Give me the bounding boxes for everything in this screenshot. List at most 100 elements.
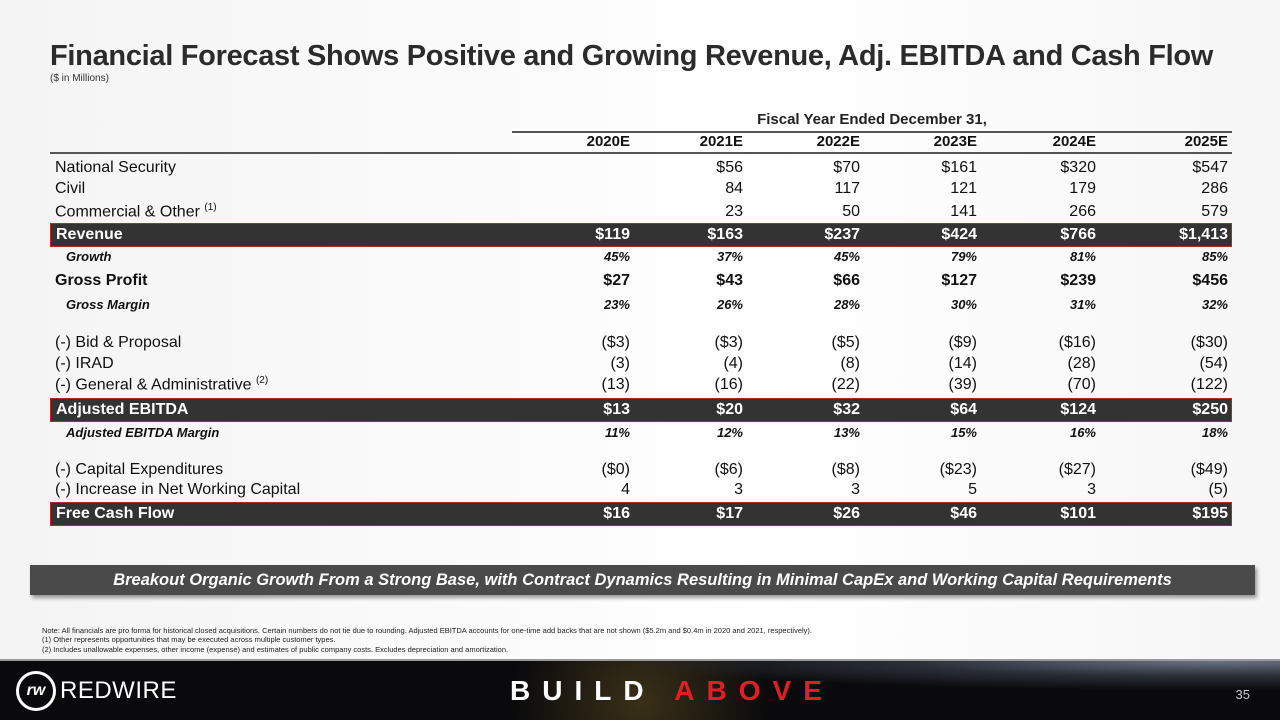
- table-row: (-) Increase in Net Working Capital 4 3 3 5 3…: [50, 479, 1232, 501]
- cell-value: (54): [1199, 355, 1228, 372]
- cell-value: $32: [833, 401, 860, 418]
- year-header: 2020E: [586, 132, 630, 150]
- cell-value: 266: [1069, 203, 1096, 220]
- cell-value: $119: [595, 226, 630, 243]
- cell-value: 4: [621, 481, 630, 498]
- tagline: BUILD ABOVE: [510, 675, 834, 706]
- cell-value: $43: [716, 272, 743, 289]
- year-header: 2024E: [1052, 132, 1096, 150]
- row-label: Gross Margin: [66, 296, 150, 312]
- table-row: Adjusted EBITDA Margin 11% 12% 13% 15% 16% 18%: [50, 421, 1232, 443]
- cell-value: (122): [1190, 376, 1228, 393]
- cell-value: $27: [603, 272, 630, 289]
- cell-value: 50: [842, 203, 860, 220]
- cell-value: $239: [1060, 272, 1096, 289]
- cell-value: ($3): [601, 334, 630, 351]
- row-label: Commercial & Other (1): [55, 202, 217, 221]
- cell-value: 3: [734, 481, 743, 498]
- cell-value: 3: [851, 481, 860, 498]
- cell-value: ($9): [948, 334, 977, 351]
- cell-value: 117: [834, 180, 860, 197]
- row-label: Growth: [66, 248, 112, 264]
- cell-value: 579: [1201, 203, 1228, 220]
- table-row: Civil 84 117 121 179 286: [50, 178, 1232, 200]
- cell-value: 32%: [1201, 296, 1228, 312]
- slide-subtitle: ($ in Millions): [50, 73, 109, 84]
- cell-value: $424: [941, 226, 977, 243]
- cell-value: (14): [948, 355, 977, 372]
- cell-value: 81%: [1069, 248, 1096, 264]
- cell-value: 45%: [833, 248, 860, 264]
- cell-value: 45%: [603, 248, 630, 264]
- year-header-row: 2020E 2021E 2022E 2023E 2024E 2025E: [50, 130, 1232, 152]
- cell-value: $127: [941, 272, 977, 289]
- cell-value: (5): [1208, 481, 1228, 498]
- table-row: Gross Profit $27 $43 $66 $127 $239 $456: [50, 270, 1232, 292]
- footnote-ref: (2): [255, 375, 269, 387]
- cell-value: $56: [716, 159, 743, 176]
- cell-value: 5: [968, 481, 977, 498]
- cell-value: 23%: [603, 296, 630, 312]
- row-label: (-) Capital Expenditures: [55, 461, 224, 478]
- row-label: Adjusted EBITDA Margin: [66, 424, 220, 440]
- cell-value: $66: [833, 272, 860, 289]
- year-header: 2022E: [816, 132, 860, 150]
- cell-value: 84: [725, 180, 743, 197]
- cell-value: 28%: [833, 296, 860, 312]
- cell-value: $250: [1192, 401, 1228, 418]
- year-header: 2021E: [699, 132, 743, 150]
- table-row: Commercial & Other (1) 23 50 141 266 579: [50, 201, 1232, 223]
- cell-value: $13: [603, 401, 630, 418]
- cell-value: $26: [833, 505, 860, 522]
- cell-value: 85%: [1201, 248, 1228, 264]
- row-label: (-) IRAD: [55, 355, 114, 372]
- cell-value: ($6): [714, 461, 743, 478]
- cell-value: (28): [1067, 355, 1096, 372]
- cell-value: $124: [1060, 401, 1096, 418]
- row-label: (-) General & Administrative (2): [55, 375, 269, 394]
- table-row: National Security $56 $70 $161 $320 $547: [50, 157, 1232, 179]
- note: Note: All financials are pro forma for h…: [42, 626, 813, 635]
- footnotes: Note: All financials are pro forma for h…: [42, 626, 812, 654]
- table-row: Adjusted EBITDA $13 $20 $32 $64 $124 $250: [50, 398, 1232, 422]
- cell-value: 23: [725, 203, 743, 220]
- cell-value: 30%: [950, 296, 977, 312]
- cell-value: $64: [950, 401, 977, 418]
- cell-value: $163: [707, 226, 743, 243]
- table-row: Growth 45% 37% 45% 79% 81% 85%: [50, 245, 1232, 267]
- row-label: Civil: [55, 180, 86, 197]
- cell-value: $547: [1192, 159, 1228, 176]
- cell-value: 15%: [950, 424, 977, 440]
- header-rule: [512, 131, 1232, 133]
- cell-value: 11%: [604, 424, 630, 440]
- cell-value: $70: [833, 159, 860, 176]
- table-row: Revenue $119 $163 $237 $424 $766 $1,413: [50, 223, 1232, 247]
- cell-value: 31%: [1069, 296, 1096, 312]
- cell-value: 13%: [833, 424, 860, 440]
- cell-value: 12%: [716, 424, 743, 440]
- summary-banner: Breakout Organic Growth From a Strong Ba…: [30, 565, 1255, 595]
- cell-value: $1,413: [1179, 226, 1228, 243]
- cell-value: (13): [601, 376, 630, 393]
- footer: rw REDWIRE BUILD ABOVE 35: [0, 659, 1280, 720]
- table-row: (-) Bid & Proposal ($3) ($3) ($5) ($9) ($16) (…: [50, 332, 1232, 354]
- row-label: Adjusted EBITDA: [56, 401, 189, 418]
- cell-value: 3: [1087, 481, 1096, 498]
- cell-value: ($5): [831, 334, 860, 351]
- table-row: Free Cash Flow $16 $17 $26 $46 $101 $195: [50, 502, 1232, 526]
- cell-value: $161: [941, 159, 977, 176]
- page-number: 35: [1235, 687, 1250, 702]
- cell-value: $20: [716, 401, 743, 418]
- row-label: (-) Increase in Net Working Capital: [55, 481, 301, 498]
- cell-value: (8): [840, 355, 860, 372]
- cell-value: 16%: [1069, 424, 1096, 440]
- row-label: Free Cash Flow: [56, 505, 175, 522]
- note: (1) Other represents opportunities that …: [42, 635, 336, 645]
- cell-value: 121: [950, 180, 977, 197]
- table-row: Gross Margin 23% 26% 28% 30% 31% 32%: [50, 293, 1232, 315]
- note: (2) Includes unallowable expenses, other…: [42, 644, 509, 654]
- cell-value: ($8): [831, 461, 860, 478]
- cell-value: $195: [1192, 505, 1228, 522]
- year-header: 2023E: [933, 132, 977, 150]
- header-rule: [50, 152, 1232, 154]
